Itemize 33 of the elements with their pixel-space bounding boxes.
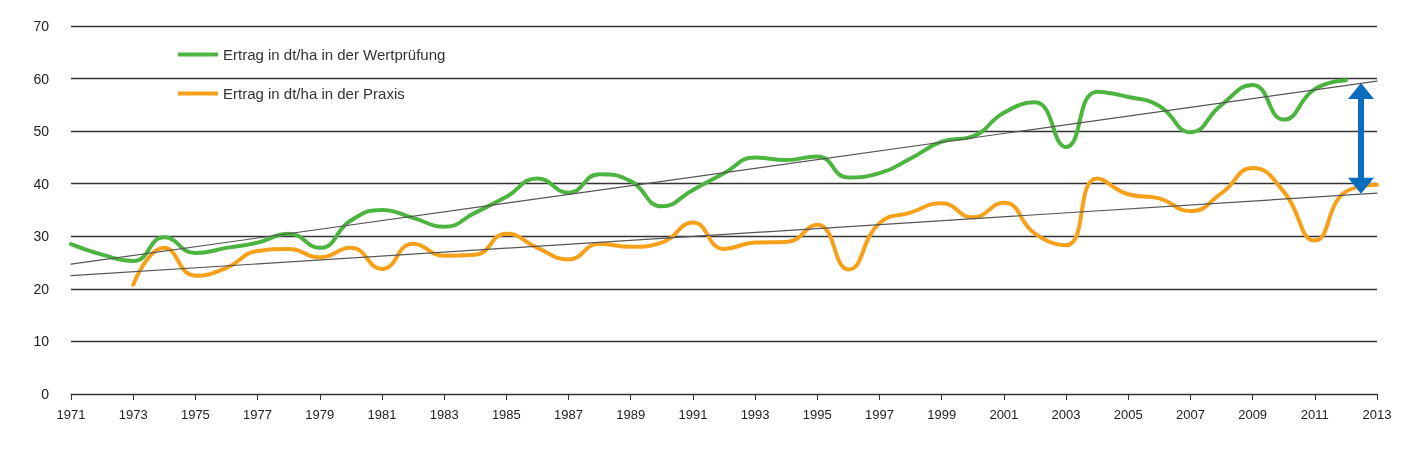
x-tick-label: 2009 <box>1238 407 1268 422</box>
x-tick-label: 1977 <box>243 407 273 422</box>
x-tick-label: 1989 <box>616 407 646 422</box>
x-tick-label: 1979 <box>305 407 335 422</box>
x-tick-label: 1971 <box>56 407 86 422</box>
x-tick-label: 1999 <box>927 407 957 422</box>
x-tick-label: 1993 <box>740 407 770 422</box>
y-tick-label: 40 <box>33 175 50 192</box>
x-tick-label: 1995 <box>802 407 832 422</box>
x-tick-label: 2013 <box>1362 407 1392 422</box>
x-tick-label: 1983 <box>429 407 459 422</box>
x-tick-label: 1973 <box>118 407 148 422</box>
x-tick-label: 1981 <box>367 407 397 422</box>
legend-label: Ertrag in dt/ha in der Wertprüfung <box>223 46 446 63</box>
y-tick-label: 50 <box>33 123 50 140</box>
x-tick-label: 1997 <box>865 407 894 422</box>
x-tick-label: 1991 <box>678 407 708 422</box>
y-tick-label: 10 <box>33 333 50 350</box>
y-tick-label: 70 <box>33 18 50 34</box>
line-series <box>131 165 1379 287</box>
x-tick-label: 1975 <box>180 407 210 422</box>
x-tick-label: 2011 <box>1300 407 1329 422</box>
x-tick-label: 2007 <box>1175 407 1205 422</box>
x-tick-label: 1987 <box>554 407 583 422</box>
x-tick-label: 2001 <box>989 407 1019 422</box>
x-tick-label: 2003 <box>1051 407 1081 422</box>
x-tick-label: 1985 <box>491 407 521 422</box>
x-tick-label: 2005 <box>1113 407 1143 422</box>
y-tick-label: 20 <box>33 280 50 297</box>
y-tick-label: 30 <box>33 228 50 245</box>
y-tick-label: 0 <box>41 386 50 402</box>
legend-label: Ertrag in dt/ha in der Praxis <box>223 85 405 102</box>
y-tick-label: 60 <box>33 70 50 87</box>
